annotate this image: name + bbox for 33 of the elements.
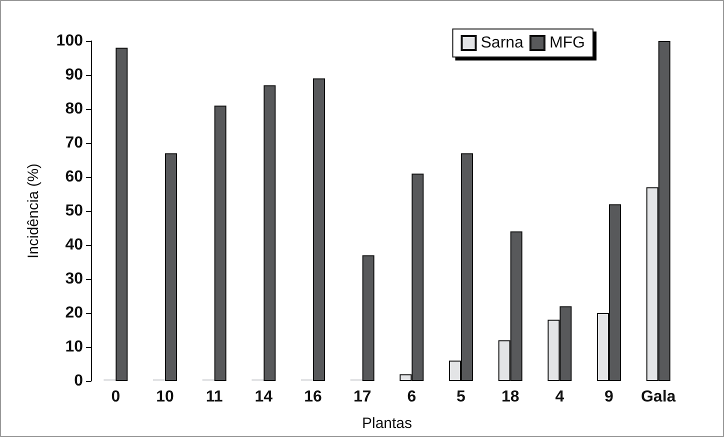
bar (214, 106, 226, 381)
x-tick-label: 4 (555, 388, 564, 406)
legend-label: Sarna (480, 34, 524, 52)
y-axis-title: Incidência (%) (25, 163, 42, 259)
bar (264, 85, 276, 381)
x-tick-label: 17 (353, 388, 372, 406)
bar (362, 255, 374, 381)
bar (313, 78, 325, 381)
x-tick-label: 0 (111, 388, 120, 406)
x-tick-label: 16 (304, 388, 322, 406)
y-tick-label: 20 (65, 304, 84, 322)
y-tick-label: 90 (65, 66, 84, 84)
x-tick-label: 10 (156, 388, 174, 406)
y-tick-label: 0 (74, 372, 84, 390)
legend-label: MFG (549, 34, 585, 52)
bar (116, 48, 128, 381)
y-tick-label: 50 (65, 202, 84, 220)
x-tick-label: 5 (456, 388, 466, 406)
x-tick-label: Gala (640, 388, 676, 406)
y-tick-label: 80 (65, 100, 84, 118)
y-tick-label: 70 (65, 134, 84, 152)
y-tick-label: 60 (65, 168, 84, 186)
y-tick-label: 10 (65, 338, 84, 356)
x-tick-label: 6 (407, 388, 416, 406)
y-tick-label: 40 (65, 236, 84, 254)
x-tick-label: 9 (604, 388, 614, 406)
x-tick-label: 11 (206, 388, 223, 406)
y-tick-label: 30 (65, 270, 84, 288)
x-tick-label: 14 (254, 388, 273, 406)
bar (165, 153, 177, 381)
y-tick-label: 100 (56, 32, 84, 50)
x-tick-label: 18 (501, 388, 520, 406)
x-axis-title: Plantas (362, 415, 412, 432)
